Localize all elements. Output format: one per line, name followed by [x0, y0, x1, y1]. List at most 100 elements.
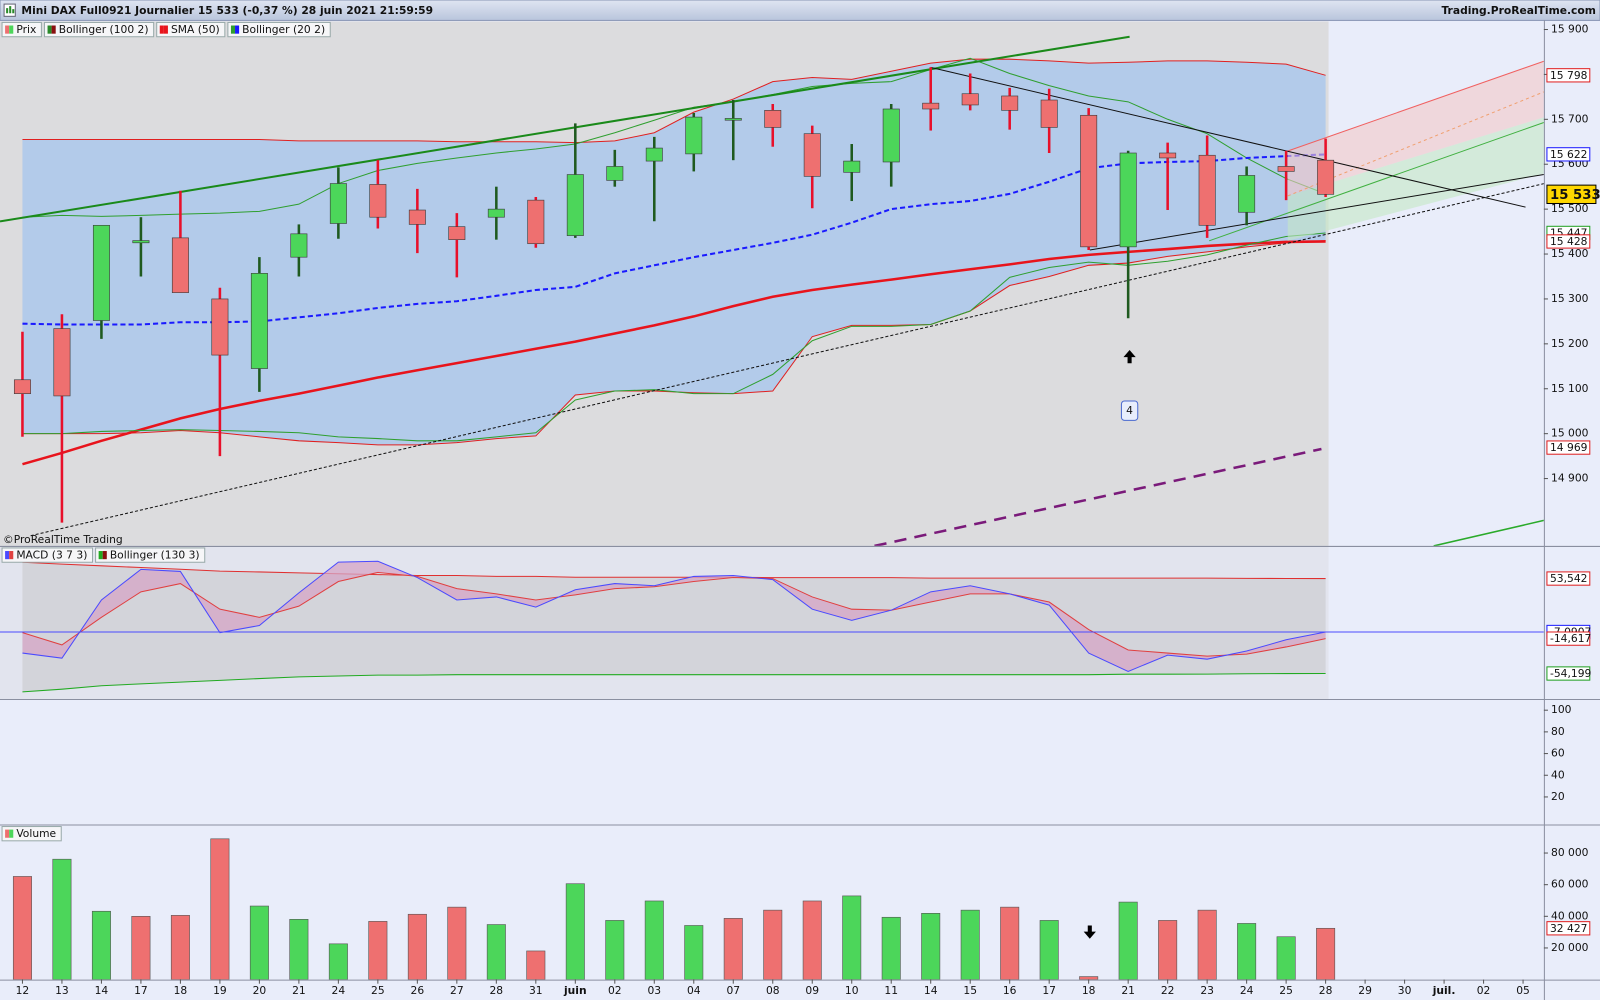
x-tick-label: 22 — [1161, 984, 1175, 997]
legend-box — [43, 21, 155, 38]
x-tick-label: 17 — [134, 984, 148, 997]
legend-icon — [5, 25, 10, 34]
y-tick-label: 15 200 — [1551, 337, 1589, 350]
legend-icon — [98, 551, 103, 560]
x-tick-label: 03 — [647, 984, 661, 997]
panel-borders — [0, 20, 1600, 1000]
x-tick-label: 11 — [884, 984, 898, 997]
value-label-box — [1546, 921, 1591, 936]
y-tick-label: 20 — [1551, 790, 1565, 803]
candle-body — [685, 116, 703, 155]
trend-line — [0, 35, 1130, 223]
x-tick-label: 18 — [1082, 984, 1096, 997]
legend-icon — [47, 25, 52, 34]
y-tick-label: 60 — [1551, 747, 1565, 760]
x-tick-label: 21 — [292, 984, 306, 997]
x-tick-label: 15 — [963, 984, 977, 997]
x-tick-label: 13 — [55, 984, 69, 997]
price-label-box — [1546, 666, 1591, 681]
bar — [289, 919, 309, 980]
x-tick-label: 12 — [16, 984, 30, 997]
macd-line — [22, 560, 1326, 672]
watermark: ©ProRealTime Trading — [3, 533, 123, 546]
bar — [723, 918, 743, 980]
header-icon-bars — [6, 6, 15, 14]
legend-box — [95, 547, 206, 563]
legend-icon — [230, 25, 236, 34]
candle-body — [487, 208, 505, 218]
candle-body — [1238, 175, 1256, 213]
legend-icon — [9, 551, 14, 560]
macd-fill — [22, 561, 1326, 672]
x-tick-label: juil. — [1432, 984, 1456, 997]
bar — [763, 909, 783, 980]
y-tick-label: 40 — [1551, 768, 1565, 781]
price-label-box — [1546, 184, 1597, 205]
x-tick-label: juin — [563, 984, 587, 997]
legend-label: Prix — [16, 23, 36, 36]
candle-body — [764, 110, 782, 128]
x-tick-label: 25 — [1279, 984, 1293, 997]
annotation-box — [1120, 400, 1139, 421]
bar — [684, 925, 704, 980]
candle-body — [369, 184, 387, 218]
drawings — [0, 35, 1544, 546]
bar — [1118, 901, 1138, 980]
y-tick-label: 15 100 — [1551, 382, 1589, 395]
x-tick-label: 10 — [845, 984, 859, 997]
y-tick-label: 20 000 — [1551, 941, 1589, 954]
x-tick-label: 02 — [608, 984, 622, 997]
y-tick-label: 100 — [1551, 703, 1572, 716]
y-tick-label: 15 000 — [1551, 427, 1589, 440]
bar — [1158, 920, 1178, 980]
x-tick-label: 14 — [95, 984, 109, 997]
x-tick-label: 24 — [1240, 984, 1254, 997]
bar — [802, 900, 822, 980]
candle-body — [843, 160, 861, 173]
channel-green — [1287, 117, 1544, 241]
legend-icon — [102, 551, 107, 560]
bar — [486, 924, 506, 980]
x-tick-label: 07 — [726, 984, 740, 997]
x-tick-label: 28 — [1319, 984, 1333, 997]
bar — [1000, 906, 1020, 980]
candle-body — [1317, 159, 1335, 195]
y-tick-label: 80 — [1551, 725, 1565, 738]
volume-panel — [12, 838, 1336, 980]
legend-icon — [163, 25, 168, 34]
bar — [1039, 920, 1059, 980]
bar — [447, 906, 467, 980]
legend-icon — [235, 25, 240, 34]
candle-body — [1198, 154, 1216, 226]
x-tick-label: 14 — [924, 984, 938, 997]
legend-box — [227, 21, 331, 38]
legend-box — [156, 21, 226, 38]
candle-body — [211, 298, 229, 356]
candle-body — [961, 93, 979, 106]
legend-label: Volume — [16, 827, 56, 840]
legend-item: MACD (3 7 3) — [1, 547, 94, 563]
x-tick-label: 28 — [490, 984, 504, 997]
trend-line — [874, 447, 1322, 546]
price-label: 15 622 — [1550, 148, 1587, 161]
y-tick-label: 15 700 — [1551, 112, 1589, 125]
legend-icon — [5, 829, 10, 838]
x-tick-label: 26 — [411, 984, 425, 997]
candle-body — [290, 233, 308, 258]
chart-title: Mini DAX Full0921 Journalier 15 533 (-0,… — [21, 4, 433, 17]
bar — [1316, 927, 1336, 980]
price-label: 15 798 — [1550, 69, 1588, 82]
y-tick-label: 15 400 — [1551, 247, 1589, 260]
price-label-box — [1546, 631, 1591, 646]
x-tick-label: 23 — [1200, 984, 1214, 997]
x-tick-label: 16 — [1003, 984, 1017, 997]
price-label: -14,617 — [1550, 632, 1591, 645]
candle-body — [329, 183, 347, 224]
bar — [565, 883, 585, 980]
candle-body — [250, 273, 268, 369]
x-tick-label: 05 — [1516, 984, 1530, 997]
legend-item: Bollinger (20 2) — [227, 21, 331, 38]
